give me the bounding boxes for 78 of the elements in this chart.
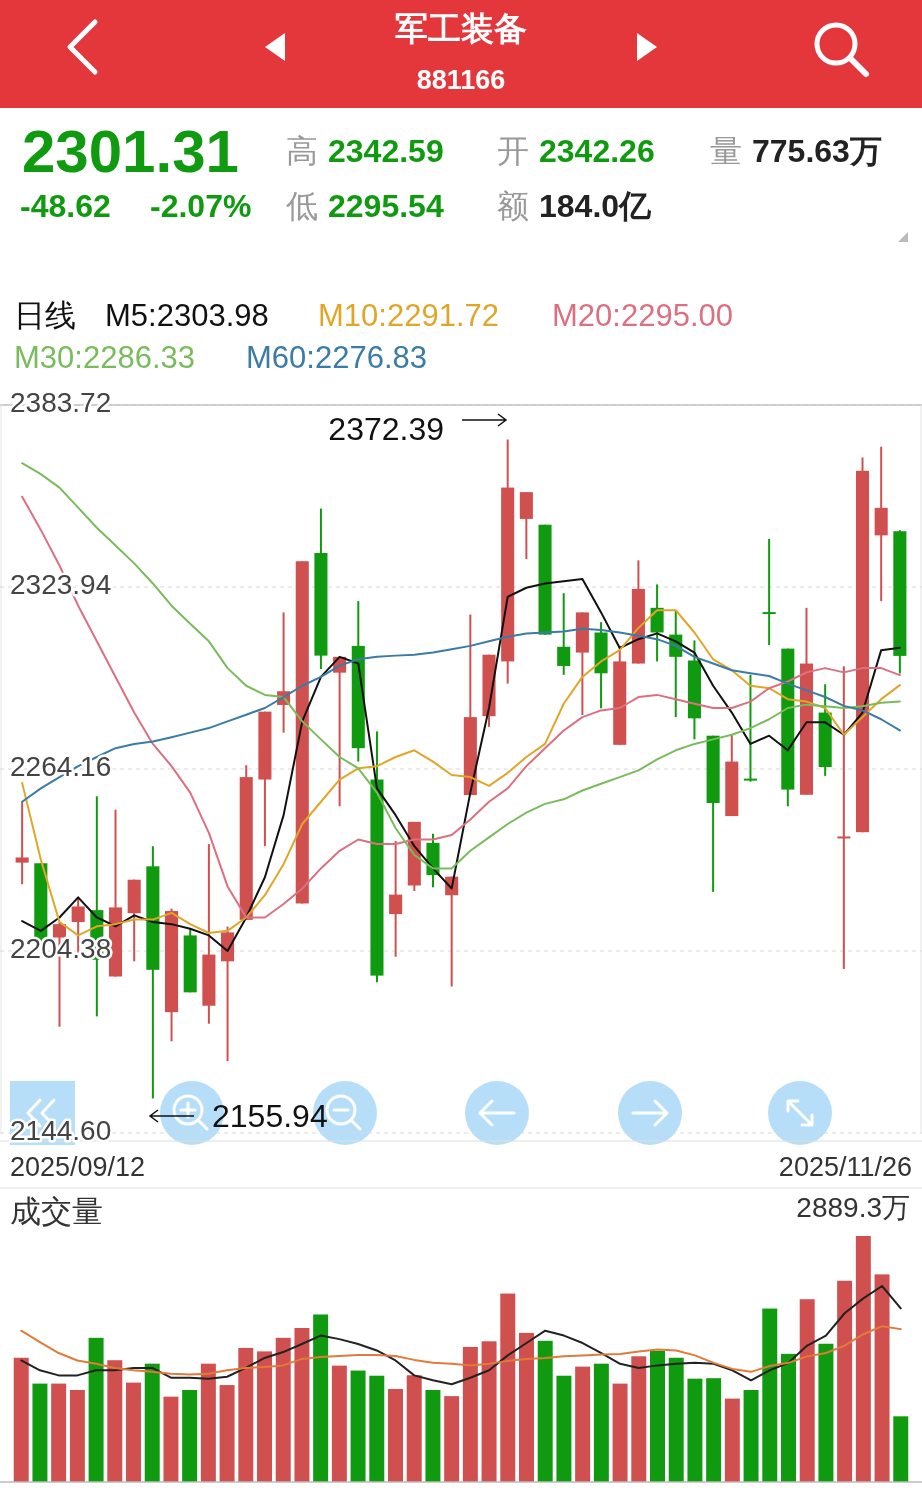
y-tick-label: 2144.60: [10, 1115, 112, 1147]
bar: [743, 1390, 759, 1482]
text: M30:2286.33: [14, 340, 195, 375]
bar: [762, 1308, 778, 1482]
text: 2889.3万: [796, 1192, 910, 1223]
bar: [238, 1347, 254, 1482]
bar: [537, 1340, 553, 1482]
text: 2301.31: [22, 118, 239, 185]
bar: [369, 1375, 385, 1482]
text: M60:2276.83: [246, 340, 427, 375]
bar: [406, 1375, 422, 1482]
bar: [781, 1353, 796, 1482]
bar: [519, 1332, 534, 1482]
annotation: 2155.94: [212, 1098, 328, 1134]
candlestick: [743, 673, 757, 783]
bar: [444, 1396, 460, 1482]
bar: [631, 1356, 647, 1482]
bar: [425, 1390, 441, 1482]
bar: [481, 1341, 497, 1482]
bar: [88, 1337, 104, 1482]
candlestick: [389, 840, 403, 958]
candlestick: [837, 665, 851, 970]
bar: [837, 1280, 853, 1482]
bar: [556, 1375, 572, 1482]
bar: [294, 1328, 310, 1482]
text: -48.62: [20, 188, 111, 224]
bar: [612, 1383, 628, 1482]
candlestick: [557, 592, 571, 676]
bar: [855, 1236, 871, 1482]
bar: [107, 1360, 123, 1482]
candlestick: [762, 538, 776, 646]
text: 高 2342.59: [286, 133, 444, 169]
bar: [593, 1363, 609, 1482]
candlestick: [15, 800, 29, 886]
bar: [818, 1343, 834, 1482]
bar: [200, 1363, 216, 1482]
bar: [257, 1351, 272, 1482]
bar: [182, 1390, 198, 1482]
bar: [350, 1370, 366, 1482]
text: 2025/09/12: [10, 1152, 146, 1182]
bar: [126, 1382, 141, 1482]
bar: [799, 1299, 815, 1482]
bar: [388, 1389, 403, 1482]
text: 军工装备: [395, 10, 527, 47]
text: 额 184.0亿: [497, 188, 653, 224]
chart-title: 成交量: [10, 1194, 103, 1229]
bar: [51, 1383, 67, 1482]
text: 量 775.63万: [710, 133, 882, 169]
bar: [575, 1366, 591, 1482]
bar: [331, 1365, 347, 1482]
bar: [706, 1378, 722, 1482]
bar: [275, 1337, 291, 1482]
text: 2025/11/26: [778, 1152, 912, 1182]
bar: [144, 1363, 160, 1482]
text: M20:2295.00: [552, 298, 733, 333]
bar: [668, 1357, 684, 1482]
text: 低 2295.54: [286, 188, 444, 224]
text: 881166: [416, 65, 506, 95]
bar: [13, 1357, 29, 1482]
text: -2.07%: [150, 188, 252, 224]
text: M5:2303.98: [105, 298, 269, 333]
bar: [893, 1416, 909, 1482]
bar: [163, 1396, 179, 1482]
y-tick-label: 2383.72: [10, 387, 112, 419]
legend-title: 日线: [14, 298, 76, 333]
bar: [69, 1390, 85, 1482]
bar: [313, 1314, 329, 1482]
bar: [219, 1385, 235, 1482]
bar: [874, 1274, 890, 1482]
text: M10:2291.72: [318, 298, 499, 333]
bar: [650, 1350, 665, 1482]
bar: [32, 1383, 48, 1482]
bar: [462, 1346, 478, 1482]
bar: [500, 1293, 516, 1482]
bar: [687, 1378, 703, 1482]
text: 开 2342.26: [497, 133, 655, 169]
bar: [724, 1398, 740, 1482]
annotation: 2372.39: [328, 411, 444, 447]
